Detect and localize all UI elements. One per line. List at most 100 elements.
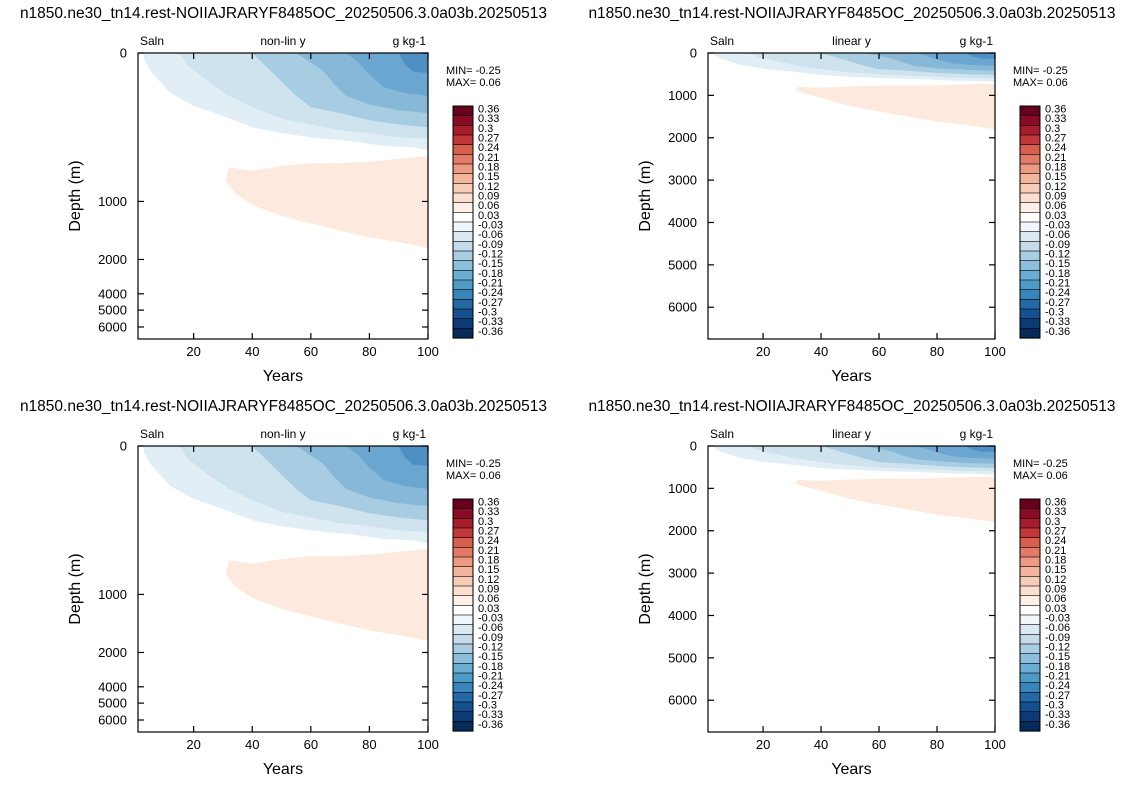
- colorbar-label: -0.12: [1045, 249, 1070, 261]
- colorbar-swatch: [452, 653, 474, 664]
- colorbar-swatch: [452, 105, 474, 117]
- colorbar-swatch: [452, 231, 474, 242]
- colorbar-swatch: [1019, 250, 1041, 262]
- positive-anomaly-region: [225, 156, 428, 248]
- contour-field: [143, 53, 428, 248]
- y-tick-label: 1000: [668, 481, 697, 496]
- contour-field: [143, 446, 428, 641]
- colorbar-label: -0.12: [478, 249, 503, 261]
- plot-frame: [137, 445, 429, 733]
- colorbar-swatch: [452, 721, 474, 732]
- chart-title: n1850.ne30_tn14.rest-NOIIAJRARYF8485OC_2…: [20, 398, 547, 415]
- colorbar-label: -0.06: [1045, 622, 1070, 634]
- colorbar-swatch: [452, 125, 474, 136]
- y-tick-label: 2000: [98, 645, 127, 660]
- colorbar-swatch: [1019, 231, 1041, 242]
- left-string: Saln: [710, 34, 734, 48]
- x-axis-label: Years: [831, 368, 871, 385]
- colorbar-label: 0.27: [1045, 133, 1066, 145]
- colorbar-swatch: [1019, 643, 1041, 655]
- center-string: non-lin y: [260, 34, 305, 48]
- colorbar-swatch: [452, 212, 474, 223]
- x-tick-label: 20: [756, 737, 770, 752]
- y-tick-label: 1000: [98, 587, 127, 602]
- colorbar-label: 0.03: [1045, 210, 1066, 222]
- colorbar-swatch: [1019, 105, 1041, 117]
- colorbar-label: -0.3: [478, 700, 497, 712]
- y-axis-label: Depth (m): [637, 553, 654, 624]
- colorbar-label: 0.06: [1045, 200, 1066, 212]
- colorbar-swatch: [452, 328, 474, 339]
- y-tick-label: 3000: [668, 566, 697, 581]
- chart-title: n1850.ne30_tn14.rest-NOIIAJRARYF8485OC_2…: [588, 398, 1115, 415]
- colorbar-label: 0.09: [478, 584, 499, 596]
- colorbar-swatch: [1019, 318, 1041, 329]
- colorbar-label: -0.03: [478, 613, 503, 625]
- max-label: MAX= 0.06: [446, 77, 501, 89]
- colorbar-swatch: [452, 634, 474, 645]
- colorbar-label: 0.03: [478, 603, 499, 615]
- positive-anomaly-region: [795, 476, 995, 523]
- panel-4: n1850.ne30_tn14.rest-NOIIAJRARYF8485OC_2…: [588, 398, 1115, 778]
- colorbar-label: 0.36: [1045, 104, 1066, 116]
- colorbar-label: 0.33: [1045, 506, 1066, 518]
- colorbar-swatch: [1019, 653, 1041, 664]
- chart-title: n1850.ne30_tn14.rest-NOIIAJRARYF8485OC_2…: [588, 5, 1115, 22]
- colorbar-swatch: [452, 289, 474, 300]
- x-tick-label: 80: [362, 344, 376, 359]
- colorbar-swatch: [452, 682, 474, 693]
- colorbar-swatch: [1019, 192, 1041, 204]
- positive-anomaly-region: [795, 83, 995, 130]
- colorbar-label: 0.33: [478, 113, 499, 125]
- colorbar-swatch: [452, 527, 474, 539]
- x-tick-label: 40: [814, 344, 828, 359]
- colorbar-swatch: [452, 134, 474, 146]
- colorbar-swatch: [1019, 518, 1041, 529]
- colorbar-swatch: [452, 299, 474, 310]
- colorbar-swatch: [1019, 221, 1041, 233]
- colorbar-label: 0.15: [478, 564, 499, 576]
- chart-title: n1850.ne30_tn14.rest-NOIIAJRARYF8485OC_2…: [20, 5, 547, 22]
- negative-anomaly-layer-6: [966, 446, 995, 452]
- colorbar-swatch: [452, 260, 474, 271]
- colorbar-swatch: [1019, 134, 1041, 146]
- y-tick-label: 4000: [98, 286, 127, 301]
- colorbar-label: -0.3: [478, 307, 497, 319]
- x-tick-label: 20: [186, 344, 200, 359]
- colorbar-swatch: [452, 318, 474, 329]
- colorbar-swatch: [452, 183, 474, 194]
- colorbar-label: 0.12: [1045, 181, 1066, 193]
- colorbar-label: -0.36: [1045, 719, 1070, 731]
- colorbar-swatch: [452, 308, 474, 320]
- colorbar-label: 0.36: [478, 497, 499, 509]
- colorbar-label: 0.24: [1045, 535, 1066, 547]
- x-tick-label: 40: [245, 344, 259, 359]
- panel-3: n1850.ne30_tn14.rest-NOIIAJRARYF8485OC_2…: [20, 398, 547, 778]
- y-axis-label: Depth (m): [67, 160, 84, 231]
- colorbar-label: -0.27: [478, 690, 503, 702]
- colorbar-swatch: [452, 692, 474, 703]
- colorbar-swatch: [1019, 173, 1041, 184]
- colorbar-label: -0.03: [478, 220, 503, 232]
- colorbar-swatch: [1019, 605, 1041, 616]
- colorbar-label: -0.09: [1045, 632, 1070, 644]
- colorbar-swatch: [1019, 241, 1041, 252]
- colorbar-label: -0.06: [478, 229, 503, 241]
- colorbar-swatch: [1019, 154, 1041, 165]
- max-label: MAX= 0.06: [446, 470, 501, 482]
- colorbar-label: -0.15: [478, 258, 503, 270]
- colorbar: 0.360.330.30.270.240.210.180.150.120.090…: [452, 104, 503, 339]
- colorbar-swatch: [452, 163, 474, 175]
- y-tick-label: 5000: [668, 650, 697, 665]
- colorbar-swatch: [1019, 183, 1041, 194]
- colorbar-label: 0.36: [1045, 497, 1066, 509]
- colorbar-swatch: [1019, 279, 1041, 291]
- colorbar-swatch: [452, 585, 474, 597]
- colorbar-label: -0.09: [1045, 239, 1070, 251]
- panel-2: n1850.ne30_tn14.rest-NOIIAJRARYF8485OC_2…: [588, 5, 1115, 385]
- y-tick-label: 5000: [98, 696, 127, 711]
- plot-frame: [707, 445, 996, 733]
- colorbar-swatch: [1019, 566, 1041, 577]
- colorbar-label: -0.03: [1045, 220, 1070, 232]
